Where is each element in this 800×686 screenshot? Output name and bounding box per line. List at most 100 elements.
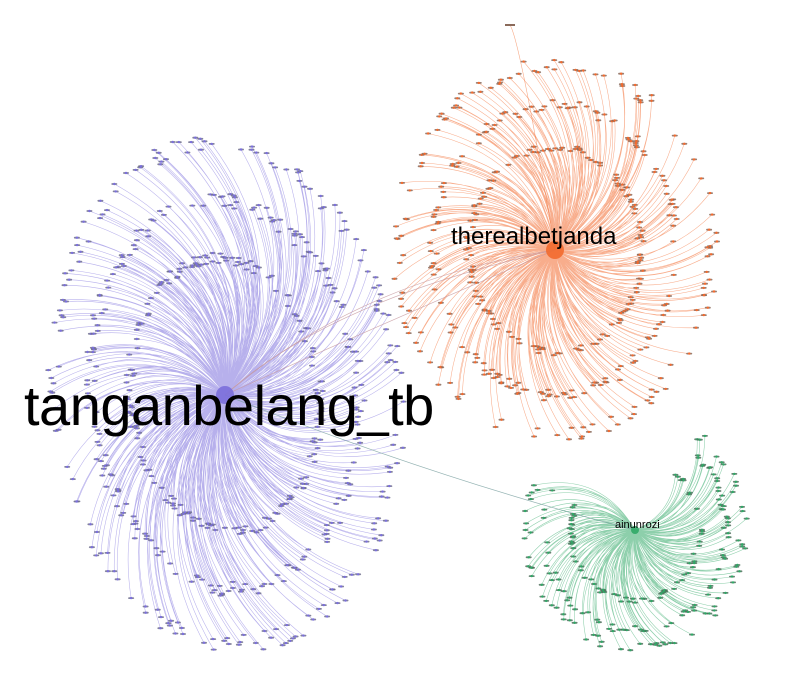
graph-node-dot (95, 365, 98, 368)
graph-node-dot (665, 184, 668, 188)
graph-node-dot (673, 641, 676, 645)
graph-node-dot (487, 309, 491, 313)
graph-node-dot (466, 351, 469, 354)
graph-node-dot (373, 522, 376, 525)
graph-node-dot (698, 544, 701, 547)
graph-node-dot (683, 573, 686, 576)
graph-node-dot (597, 587, 600, 590)
graph-node-dot (178, 270, 181, 273)
graph-node-dot (572, 547, 575, 550)
graph-node-dot (491, 317, 495, 321)
graph-node-dot (375, 309, 378, 312)
graph-node-dot (440, 185, 443, 188)
graph-node-dot (715, 240, 719, 243)
graph-node-dot (420, 161, 424, 165)
graph-node-dot (75, 243, 79, 247)
graph-node-dot (727, 536, 730, 539)
graph-node-dot (708, 466, 712, 469)
graph-node-dot (387, 313, 390, 317)
graph-node-dot (98, 432, 101, 436)
graph-node-dot (293, 566, 296, 570)
graph-node-dot (720, 548, 724, 551)
graph-node-dot (355, 237, 358, 241)
graph-node-dot (366, 270, 369, 273)
graph-node-dot (194, 136, 197, 139)
graph-node-dot (635, 97, 638, 100)
graph-node-dot (318, 401, 321, 405)
graph-node-dot (667, 294, 671, 298)
graph-node-dot (285, 623, 289, 627)
graph-node-dot (63, 272, 67, 275)
graph-node-dot (214, 528, 217, 532)
graph-node-dot (354, 350, 358, 353)
graph-node-dot (279, 218, 282, 221)
graph-node-dot (529, 531, 532, 534)
graph-node-dot (325, 523, 328, 527)
graph-node-dot (625, 186, 629, 189)
bridge-edge (224, 249, 556, 396)
graph-node-dot (373, 537, 376, 540)
graph-node-dot (90, 546, 94, 549)
graph-node-dot (326, 537, 329, 540)
graph-node-dot (741, 543, 744, 546)
graph-node-dot (191, 204, 194, 207)
graph-node-dot (130, 368, 134, 372)
graph-node-dot (634, 359, 637, 363)
graph-node-dot (86, 379, 89, 382)
graph-node-dot (517, 381, 520, 384)
graph-node-dot (621, 188, 624, 192)
graph-node-dot (569, 532, 572, 535)
graph-node-dot (554, 147, 557, 150)
graph-node-dot (583, 392, 586, 395)
graph-node-dot (553, 58, 556, 62)
graph-node-dot (629, 140, 633, 143)
graph-node-dot (159, 163, 162, 166)
graph-node-dot (344, 332, 347, 335)
graph-node-dot (488, 179, 491, 182)
graph-node-dot (380, 534, 383, 537)
graph-node-dot (473, 204, 476, 207)
graph-node-dot (703, 434, 707, 438)
graph-node-dot (547, 551, 550, 554)
graph-node-dot (399, 297, 403, 300)
graph-node-dot (610, 323, 613, 326)
graph-node-dot (200, 263, 203, 266)
graph-node-dot (349, 338, 352, 341)
graph-node-dot (640, 597, 644, 600)
graph-node-dot (171, 140, 174, 144)
graph-node-dot (152, 219, 155, 222)
graph-node-dot (145, 534, 148, 538)
graph-node-dot (568, 527, 571, 530)
graph-node-dot (601, 588, 605, 591)
graph-node-dot (330, 521, 333, 525)
graph-node-dot (146, 229, 149, 232)
graph-node-dot (720, 461, 723, 464)
graph-node-dot (257, 203, 260, 207)
graph-node-dot (156, 554, 160, 557)
graph-node-dot (223, 639, 226, 642)
graph-node-dot (265, 151, 268, 155)
graph-node-dot (694, 326, 698, 329)
graph-node-dot (315, 418, 318, 421)
graph-node-dot (103, 464, 107, 468)
graph-node-dot (322, 603, 325, 607)
graph-node-dot (120, 262, 124, 266)
graph-node-dot (573, 503, 576, 507)
graph-node-dot (324, 284, 328, 287)
graph-node-dot (167, 205, 170, 208)
graph-node-dot (319, 194, 322, 198)
graph-node-dot (566, 599, 569, 602)
graph-node-dot (734, 480, 738, 483)
graph-node-dot (355, 406, 358, 409)
graph-node-dot (96, 440, 99, 444)
graph-node-dot (704, 612, 707, 615)
graph-node-dot (316, 269, 320, 273)
graph-node-dot (547, 395, 550, 398)
graph-node-dot (450, 323, 453, 326)
graph-node-dot (662, 313, 665, 317)
graph-node-dot (320, 406, 323, 410)
graph-node-dot (706, 246, 709, 249)
graph-node-dot (279, 504, 283, 508)
graph-node-dot (570, 522, 573, 526)
graph-node-dot (537, 351, 540, 355)
